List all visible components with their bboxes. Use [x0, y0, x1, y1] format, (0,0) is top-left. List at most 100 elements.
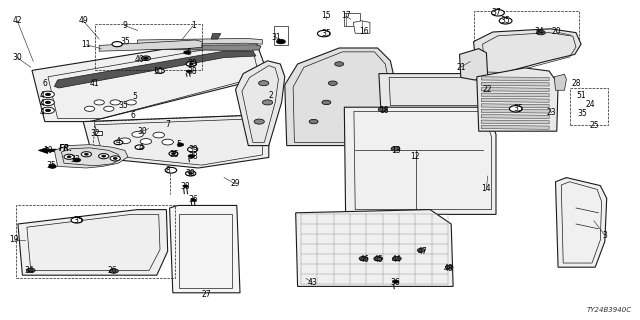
Circle shape [67, 156, 71, 158]
Text: 12: 12 [410, 152, 419, 161]
Circle shape [172, 153, 175, 155]
Text: 17: 17 [340, 12, 351, 20]
Circle shape [254, 119, 264, 124]
Circle shape [188, 155, 195, 158]
Circle shape [322, 100, 331, 105]
Circle shape [328, 81, 337, 85]
Circle shape [499, 18, 512, 24]
Circle shape [184, 51, 190, 54]
Text: 37: 37 [491, 8, 501, 17]
Circle shape [417, 248, 425, 252]
Ellipse shape [514, 44, 548, 53]
Text: 15: 15 [321, 12, 332, 20]
Circle shape [509, 106, 522, 112]
Text: 35: 35 [500, 16, 511, 25]
Polygon shape [54, 145, 128, 168]
Circle shape [189, 63, 193, 65]
Polygon shape [296, 210, 453, 286]
Polygon shape [141, 45, 261, 51]
Polygon shape [556, 178, 607, 267]
Circle shape [513, 107, 522, 111]
Text: 9: 9 [122, 21, 127, 30]
Circle shape [392, 280, 399, 283]
Circle shape [109, 269, 118, 273]
Text: 25: 25 [589, 121, 599, 130]
Text: 35: 35 [169, 150, 179, 159]
Circle shape [391, 147, 400, 151]
Text: 36: 36 [390, 278, 401, 287]
Circle shape [536, 30, 545, 35]
Circle shape [309, 119, 318, 124]
Text: 39: 39 [187, 60, 197, 68]
Circle shape [162, 139, 173, 145]
Circle shape [84, 106, 95, 111]
Circle shape [186, 70, 191, 73]
Text: 5: 5 [177, 140, 182, 149]
Text: 22: 22 [483, 85, 492, 94]
Polygon shape [460, 49, 488, 80]
Circle shape [99, 154, 109, 159]
Text: 10: 10 [43, 146, 53, 155]
Text: 26: 26 [107, 266, 117, 275]
Text: 5: 5 [186, 48, 191, 57]
Circle shape [262, 100, 273, 105]
Polygon shape [138, 38, 262, 45]
Text: 43: 43 [307, 278, 317, 287]
Polygon shape [379, 74, 486, 109]
Polygon shape [481, 99, 549, 102]
Circle shape [114, 140, 123, 145]
Text: TY24B3940C: TY24B3940C [587, 307, 632, 313]
Text: 47: 47 [417, 247, 428, 256]
Circle shape [74, 218, 82, 222]
Circle shape [492, 10, 504, 16]
Circle shape [112, 42, 122, 47]
Text: 32: 32 [90, 129, 100, 138]
Text: 2: 2 [268, 92, 273, 100]
Text: 35: 35 [513, 104, 524, 113]
Circle shape [502, 19, 511, 23]
Text: 27: 27 [201, 290, 211, 299]
Text: 28: 28 [572, 79, 580, 88]
Bar [179, 214, 232, 288]
Circle shape [156, 69, 164, 73]
Circle shape [113, 157, 117, 159]
Text: 41: 41 [90, 79, 100, 88]
Polygon shape [99, 40, 202, 51]
Polygon shape [344, 107, 496, 214]
Circle shape [378, 107, 387, 112]
Text: 34: 34 [534, 28, 544, 36]
Circle shape [259, 81, 269, 86]
Text: 40: 40 [134, 55, 145, 64]
Text: 34: 34 [24, 266, 34, 275]
Text: 50: 50 [154, 68, 164, 76]
Circle shape [169, 151, 178, 156]
Bar [474, 11, 579, 45]
Text: 36: 36 [188, 196, 198, 204]
Text: 49: 49 [78, 16, 88, 25]
Text: 4: 4 [39, 100, 44, 108]
Text: 4: 4 [138, 143, 143, 152]
Circle shape [81, 152, 92, 157]
Text: 16: 16 [358, 27, 369, 36]
Circle shape [45, 109, 51, 112]
Circle shape [110, 156, 120, 161]
Bar [274, 26, 288, 45]
Bar [95, 131, 102, 135]
Circle shape [189, 172, 193, 174]
Circle shape [153, 132, 164, 138]
Text: 3: 3 [602, 231, 607, 240]
Bar [16, 205, 175, 278]
Polygon shape [477, 68, 558, 131]
Bar [570, 88, 608, 125]
Text: 35: 35 [120, 37, 130, 46]
Bar [344, 13, 360, 26]
Circle shape [102, 155, 106, 157]
Text: 46: 46 [360, 255, 370, 264]
Circle shape [183, 185, 188, 188]
Circle shape [45, 93, 51, 96]
Polygon shape [18, 210, 168, 275]
Polygon shape [170, 205, 240, 293]
Circle shape [374, 256, 383, 261]
Text: 8: 8 [165, 166, 170, 175]
Circle shape [188, 147, 198, 152]
